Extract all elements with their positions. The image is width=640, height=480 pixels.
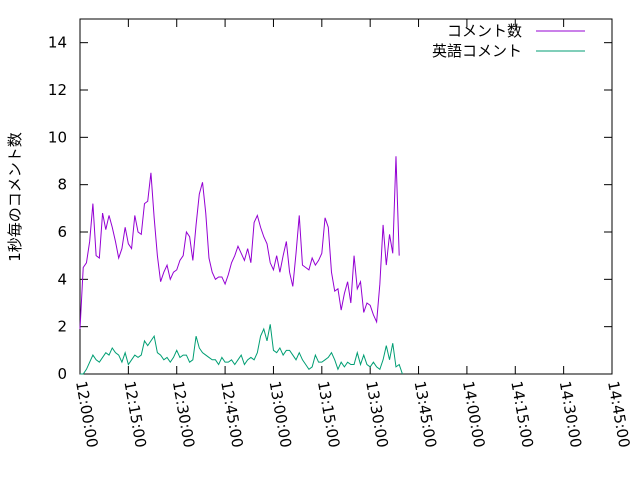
y-tick-label: 10 [48, 128, 67, 146]
x-tick-label: 12:30:00 [169, 380, 198, 449]
x-tick-label: 13:30:00 [362, 380, 391, 449]
y-tick-label: 0 [57, 365, 67, 383]
legend-label: コメント数 [447, 22, 522, 40]
x-axis: 12:00:00 12:15:00 12:30:00 12:45:00 13:00:00… [72, 19, 633, 449]
y-axis: 0 2 4 6 8 10 12 14 [48, 34, 612, 383]
y-tick-label: 14 [48, 34, 67, 52]
series-lines [79, 156, 403, 375]
y-tick-label: 2 [57, 318, 67, 336]
x-tick-label: 13:00:00 [266, 380, 295, 449]
x-tick-label: 14:15:00 [507, 380, 536, 449]
x-tick-label: 14:30:00 [556, 380, 585, 449]
y-tick-label: 6 [57, 223, 67, 241]
y-tick-label: 4 [57, 270, 67, 288]
y-axis-label: 1秒毎のコメント数 [6, 132, 24, 262]
x-tick-label: 13:45:00 [411, 380, 440, 449]
plot-frame [79, 18, 613, 375]
x-tick-label: 13:15:00 [314, 380, 343, 449]
series-line-2 [80, 324, 403, 375]
y-tick-label: 8 [57, 176, 67, 194]
series-line-1 [79, 156, 400, 330]
x-tick-label: 12:15:00 [120, 380, 149, 449]
legend-label: 英語コメント [432, 42, 522, 60]
x-tick-label: 12:45:00 [217, 380, 246, 449]
x-tick-label: 14:00:00 [459, 380, 488, 449]
x-tick-label: 14:45:00 [604, 380, 633, 449]
x-tick-label: 12:00:00 [72, 380, 101, 449]
y-tick-label: 12 [48, 81, 67, 99]
